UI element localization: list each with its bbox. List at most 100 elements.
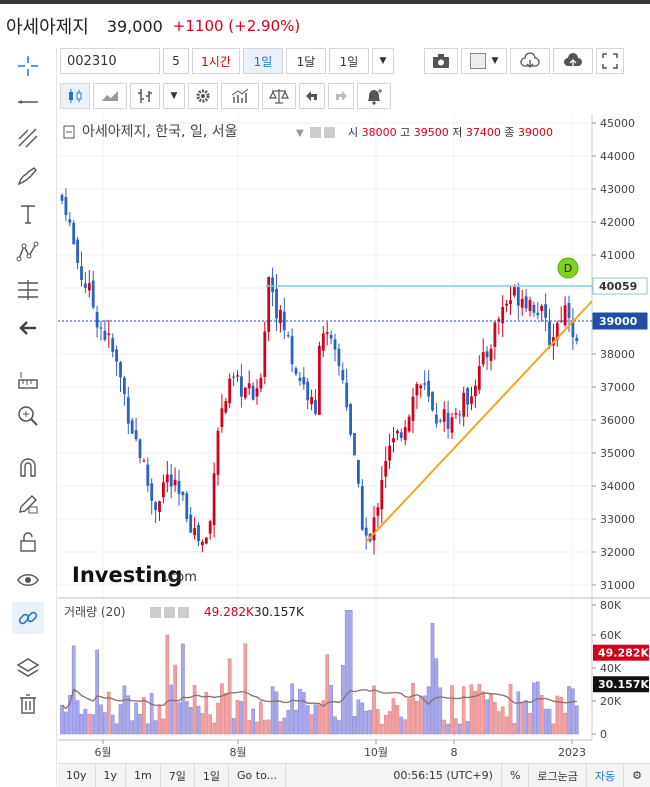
chevron-down-icon: ▼ <box>491 56 499 66</box>
interval-1d[interactable]: 1일 <box>243 48 283 74</box>
volume-bars <box>60 610 579 735</box>
settings-button[interactable]: ⚙ <box>624 764 650 787</box>
price-axis: 4500044000430004200041000400003900038000… <box>592 117 648 592</box>
clock: 00:56:15 (UTC+9) <box>385 764 502 787</box>
svg-text:.com: .com <box>165 570 197 585</box>
log-toggle[interactable]: 로그눈금 <box>529 764 587 787</box>
fib-icon[interactable] <box>12 274 44 306</box>
svg-text:40059: 40059 <box>599 280 637 293</box>
zoom-in-icon[interactable] <box>12 400 44 432</box>
svg-text:42000: 42000 <box>600 216 635 229</box>
volume-legend: 거래량 (20) 49.282K 30.157K <box>64 605 305 619</box>
svg-text:60K: 60K <box>600 629 622 642</box>
gear-icon: ⚙ <box>632 769 642 782</box>
cloud-download-icon <box>520 52 540 68</box>
indicators-button[interactable] <box>221 83 259 109</box>
chart-legend: 아세아제지, 한국, 일, 서울 ▼ 시 38000 고 39500 저 374… <box>63 124 553 140</box>
eye-icon[interactable] <box>12 564 44 596</box>
compare-button[interactable] <box>262 83 296 109</box>
interval-1m[interactable]: 1달 <box>286 48 326 74</box>
close-small-icon[interactable] <box>178 607 189 618</box>
lock-pencil-icon[interactable] <box>12 488 44 520</box>
svg-text:2023: 2023 <box>558 746 586 759</box>
volume-axis: 80K 60K 40K 20K 0 49.282K 30.157K <box>592 599 649 741</box>
brush-icon[interactable] <box>12 160 44 192</box>
trend-lines-icon[interactable] <box>12 122 44 154</box>
camera-button[interactable] <box>424 48 458 74</box>
color-button[interactable]: ▼ <box>461 48 507 74</box>
legend-title: 아세아제지, 한국, 일, 서울 <box>82 124 238 140</box>
svg-text:38000: 38000 <box>600 348 635 361</box>
interval-select[interactable]: 1일 <box>329 48 369 74</box>
candles <box>60 188 579 555</box>
chart-type-dropdown[interactable]: ▼ <box>163 83 185 109</box>
price-chart[interactable]: 4500044000430004200041000400003900038000… <box>58 114 650 764</box>
dividend-badge[interactable]: D <box>557 257 579 279</box>
eye-toggle-icon[interactable] <box>150 607 161 618</box>
auto-toggle[interactable]: 자동 <box>587 764 625 787</box>
horizontal-line-icon[interactable] <box>12 86 44 118</box>
undo-button[interactable] <box>299 83 325 109</box>
fullscreen-icon <box>602 53 618 69</box>
interval-1h[interactable]: 1시간 <box>192 48 240 74</box>
svg-text:40K: 40K <box>600 662 622 675</box>
bars-button[interactable] <box>130 83 160 109</box>
eye-toggle-icon[interactable] <box>310 127 321 138</box>
svg-text:0: 0 <box>600 728 607 741</box>
trend-line-drawing[interactable] <box>365 300 593 543</box>
layers-icon[interactable] <box>12 652 44 684</box>
svg-text:8월: 8월 <box>229 746 246 759</box>
range-1m[interactable]: 1m <box>126 764 161 787</box>
collapse-icon[interactable] <box>63 125 75 139</box>
range-1y[interactable]: 1y <box>96 764 127 787</box>
fullscreen-button[interactable] <box>596 48 624 74</box>
svg-text:80K: 80K <box>600 599 622 612</box>
arrow-left-icon[interactable] <box>12 312 44 344</box>
svg-text:6월: 6월 <box>94 746 111 759</box>
line-chart-button[interactable] <box>93 83 127 109</box>
crosshair-icon[interactable] <box>12 50 44 82</box>
settings-small-icon[interactable] <box>164 607 175 618</box>
svg-text:44000: 44000 <box>600 150 635 163</box>
svg-text:36000: 36000 <box>600 414 635 427</box>
undo-icon <box>306 91 317 101</box>
interval-dropdown[interactable]: ▼ <box>372 48 394 74</box>
range-1d[interactable]: 1일 <box>195 764 229 787</box>
settings-button[interactable] <box>188 83 218 109</box>
legend-dropdown-icon[interactable]: ▼ <box>296 128 304 139</box>
chevron-down-icon: ▼ <box>379 56 387 66</box>
chart-area[interactable]: 4500044000430004200041000400003900038000… <box>58 114 650 764</box>
percent-toggle[interactable]: % <box>502 764 530 787</box>
text-icon[interactable] <box>12 198 44 230</box>
svg-text:41000: 41000 <box>600 249 635 262</box>
svg-text:43000: 43000 <box>600 183 635 196</box>
pattern-icon[interactable] <box>12 236 44 268</box>
volume-ma-line <box>61 688 577 710</box>
investing-watermark: Investing .com <box>72 563 197 587</box>
interval-5[interactable]: 5 <box>163 48 189 74</box>
range-10y[interactable]: 10y <box>58 764 96 787</box>
cloud-upload-icon <box>564 53 582 67</box>
link-icon[interactable] <box>12 602 44 634</box>
last-price: 39,000 <box>106 16 163 36</box>
trash-icon[interactable] <box>12 688 44 720</box>
cloud-upload-button[interactable] <box>553 48 593 74</box>
unlock-icon[interactable] <box>12 526 44 558</box>
toolbar-row-1: 002310 5 1시간 1일 1달 1일 ▼ ▼ <box>60 46 627 76</box>
goto-button[interactable]: Go to... <box>229 764 287 787</box>
magnet-icon[interactable] <box>12 452 44 484</box>
alert-button[interactable] <box>357 83 391 109</box>
svg-text:34000: 34000 <box>600 480 635 493</box>
time-axis: 6월 8월 10월 8 2023 <box>94 740 586 759</box>
settings-small-icon[interactable] <box>324 127 335 138</box>
candles-button[interactable] <box>60 83 90 109</box>
redo-button[interactable] <box>328 83 354 109</box>
range-7d[interactable]: 7일 <box>161 764 195 787</box>
svg-text:31000: 31000 <box>600 579 635 592</box>
symbol-input[interactable]: 002310 <box>60 48 160 74</box>
measure-icon[interactable] <box>12 364 44 396</box>
cloud-download-button[interactable] <box>510 48 550 74</box>
bottom-bar: 10y 1y 1m 7일 1일 Go to... 00:56:15 (UTC+9… <box>58 763 650 787</box>
svg-text:시 38000 고 39500 저 37400 종 3: 시 38000 고 39500 저 37400 종 39000 <box>348 126 553 139</box>
svg-text:49.282K: 49.282K <box>204 605 255 619</box>
